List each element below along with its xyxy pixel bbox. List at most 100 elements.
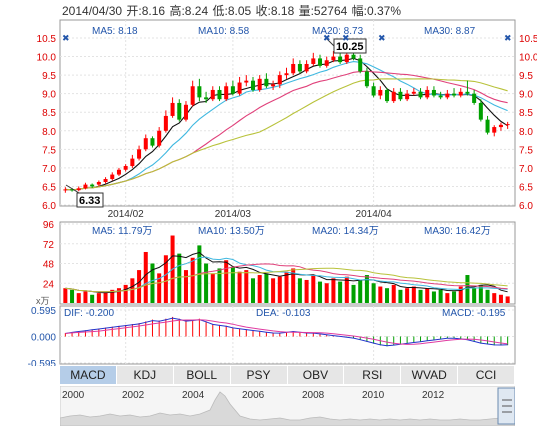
vol-ma20-legend: MA20: 14.34万: [312, 226, 379, 237]
volume-bar: [277, 276, 282, 303]
tab-macd[interactable]: MACD: [60, 366, 117, 384]
volume-bar: [317, 281, 323, 303]
volume-bar: [204, 263, 209, 303]
timeline-year-label: 2004: [182, 390, 205, 401]
volume-bar: [398, 289, 403, 303]
candle-body: [130, 158, 135, 167]
volume-bar: [224, 260, 229, 303]
price-y-tick-right: 8.0: [519, 127, 533, 138]
candle-body: [344, 54, 349, 63]
candle-body: [405, 93, 410, 100]
volume-y-tick: 72: [43, 240, 55, 251]
price-x-tick: 2014/03: [215, 209, 252, 220]
volume-bar: [358, 279, 363, 303]
candle-body: [63, 189, 68, 191]
volume-bar: [257, 275, 262, 303]
tab-psy[interactable]: PSY: [230, 366, 288, 384]
candle-body: [351, 54, 356, 59]
volume-bar: [405, 288, 410, 303]
indicator-tabs: MACD KDJ BOLL PSY OBV RSI WVAD CCI: [60, 366, 515, 384]
event-marker-icon: ✖: [323, 33, 331, 43]
candle-body: [425, 89, 430, 98]
volume-bar: [116, 288, 121, 303]
volume-bar: [505, 296, 510, 303]
candlesticks: [63, 47, 510, 193]
volume-bar: [96, 293, 101, 303]
tab-cci[interactable]: CCI: [458, 366, 515, 384]
candle-body: [418, 91, 423, 98]
event-marker-icon: ✖: [504, 33, 512, 43]
volume-bar: [250, 278, 256, 303]
candle-body: [143, 138, 148, 150]
price-ma30-line: [65, 78, 508, 191]
vol-ma5-legend: MA5: 11.79万: [92, 226, 152, 237]
low-callout-label: 6.33: [79, 195, 100, 207]
candle-body: [391, 91, 396, 102]
volume-bar: [217, 268, 222, 303]
price-y-tick-left: 10.5: [37, 34, 57, 45]
timeline-year-label: 2008: [302, 390, 325, 401]
volume-bar: [311, 275, 316, 303]
volume-bar: [331, 278, 336, 303]
candle-body: [458, 91, 463, 96]
price-y-tick-left: 7.0: [42, 164, 56, 175]
stock-chart[interactable]: MA5: 8.18 MA10: 8.58 MA20: 8.73 MA30: 8.…: [0, 0, 537, 366]
macd-dea-line: [65, 319, 508, 345]
axis-ticks: 10.5 10.5 10.0 10.0 9.5 9.5 9.0 9.0 8.5 8.5 8.0 8.0…: [28, 34, 537, 366]
volume-bar: [157, 273, 162, 303]
price-y-tick-right: 6.0: [519, 201, 533, 212]
volume-bar: [452, 291, 457, 303]
volume-bar: [498, 294, 503, 303]
event-marker-icon: ✖: [342, 33, 350, 43]
price-x-tick: 2014/02: [108, 209, 145, 220]
quote-high: 高:8.24: [169, 4, 209, 18]
price-y-tick-right: 7.0: [519, 164, 533, 175]
candle-body: [411, 91, 416, 94]
volume-bar: [344, 276, 349, 303]
volume-bar: [230, 266, 235, 303]
volume-bar: [90, 294, 95, 303]
price-y-tick-right: 10.5: [519, 34, 537, 45]
tab-kdj[interactable]: KDJ: [116, 366, 174, 384]
candle-body: [96, 181, 101, 185]
candle-body: [431, 89, 436, 96]
timeline-year-labels: 2000 2002 2004 2006 2008 2010 2012: [62, 390, 445, 401]
candle-body: [277, 75, 282, 85]
candle-body: [485, 119, 490, 133]
timeline-navigator[interactable]: 2000 2002 2004 2006 2008 2010 2012: [60, 386, 515, 426]
quote-open: 开:8.16: [126, 4, 166, 18]
volume-bar: [351, 284, 356, 303]
event-marker-icon: ✖: [62, 33, 70, 43]
quote-volume: 量:52764: [298, 4, 348, 18]
quote-date: 2014/04/30: [62, 4, 123, 18]
price-y-tick-left: 6.0: [42, 201, 56, 212]
volume-bar: [338, 281, 343, 303]
candle-body: [291, 63, 296, 74]
volume-bar: [478, 284, 483, 303]
volume-bar: [458, 286, 463, 303]
candle-body: [378, 89, 383, 96]
volume-bar: [237, 271, 242, 303]
candle-body: [230, 86, 235, 94]
macd-dea-legend: DEA: -0.103: [256, 308, 311, 319]
candle-body: [465, 91, 470, 94]
candle-body: [358, 58, 363, 72]
volume-ma30-line: [65, 267, 508, 293]
vol-ma10-legend: MA10: 13.50万: [198, 226, 265, 237]
volume-bar: [103, 291, 108, 303]
tab-rsi[interactable]: RSI: [344, 366, 402, 384]
candle-body: [76, 188, 81, 191]
candle-body: [264, 78, 269, 87]
tab-boll[interactable]: BOLL: [173, 366, 231, 384]
candle-body: [250, 80, 256, 90]
candle-body: [271, 84, 276, 87]
volume-ma5-line: [65, 251, 508, 294]
candle-body: [116, 169, 121, 175]
volume-bar: [431, 291, 436, 303]
tab-wvad[interactable]: WVAD: [401, 366, 459, 384]
candle-body: [244, 80, 249, 83]
tab-obv[interactable]: OBV: [287, 366, 345, 384]
price-y-tick-right: 7.5: [519, 145, 533, 156]
quote-header: 2014/04/30 开:8.16 高:8.24 低:8.05 收:8.18 量…: [62, 2, 402, 19]
candle-body: [472, 93, 477, 103]
